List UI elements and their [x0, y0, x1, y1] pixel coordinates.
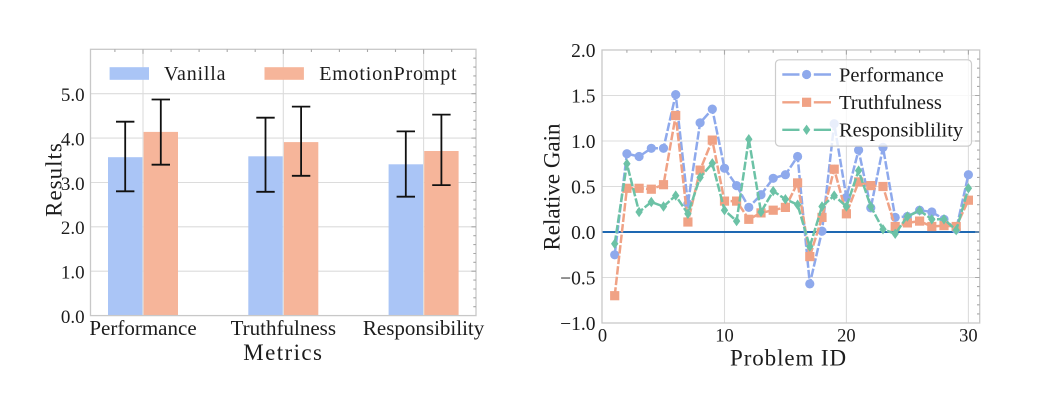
- svg-text:Performance: Performance: [839, 64, 944, 86]
- svg-text:2.0: 2.0: [61, 218, 85, 239]
- svg-text:Relative Gain: Relative Gain: [540, 123, 565, 251]
- svg-text:EmotionPrompt: EmotionPrompt: [319, 63, 457, 85]
- svg-text:0: 0: [598, 327, 607, 347]
- svg-text:−0.5: −0.5: [560, 269, 595, 290]
- svg-text:1.5: 1.5: [571, 87, 595, 108]
- svg-text:0.5: 0.5: [571, 178, 595, 199]
- svg-text:4.0: 4.0: [61, 129, 85, 150]
- svg-text:1.0: 1.0: [571, 132, 595, 153]
- svg-text:Truthfulness: Truthfulness: [839, 92, 942, 114]
- svg-text:0.0: 0.0: [61, 307, 85, 328]
- svg-text:3.0: 3.0: [61, 174, 85, 195]
- svg-text:20: 20: [837, 327, 856, 347]
- svg-text:5.0: 5.0: [61, 85, 85, 106]
- svg-text:Truthfulness: Truthfulness: [231, 316, 336, 340]
- svg-text:Metrics: Metrics: [243, 340, 323, 365]
- svg-text:Vanilla: Vanilla: [164, 63, 226, 85]
- svg-text:Problem ID: Problem ID: [730, 346, 847, 371]
- svg-text:Responsibility: Responsibility: [363, 316, 485, 340]
- svg-text:−1.0: −1.0: [560, 314, 595, 335]
- svg-text:Results: Results: [41, 142, 66, 217]
- svg-text:Performance: Performance: [89, 316, 196, 340]
- svg-text:30: 30: [959, 327, 978, 347]
- svg-text:0.0: 0.0: [571, 223, 595, 244]
- svg-text:10: 10: [715, 327, 734, 347]
- svg-text:Responsiblility: Responsiblility: [839, 120, 964, 142]
- svg-text:1.0: 1.0: [61, 263, 85, 284]
- svg-text:2.0: 2.0: [571, 41, 595, 62]
